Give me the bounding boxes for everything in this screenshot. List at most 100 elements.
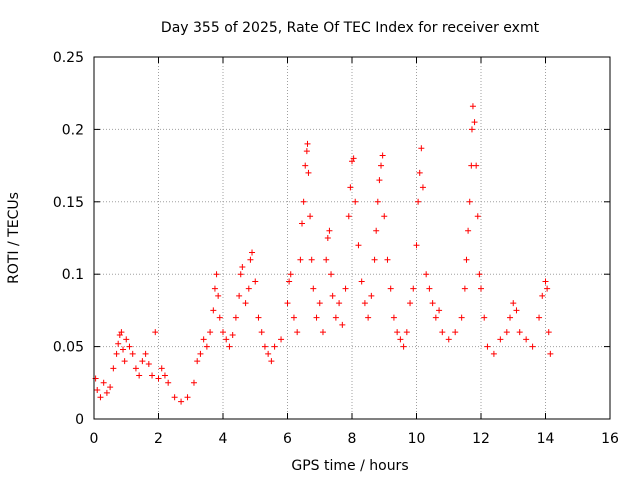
data-point [542,278,549,285]
data-point [484,343,491,350]
y-axis-label: ROTI / TECUs [6,192,22,284]
data-point [497,336,504,343]
data-point [332,314,339,321]
data-point [129,350,136,357]
data-point [305,169,312,176]
data-point [252,278,259,285]
y-tick-label: 0.1 [62,267,84,283]
data-point [139,358,146,365]
data-point [469,103,476,110]
data-point [161,372,168,379]
data-point [226,343,233,350]
data-point [121,358,128,365]
data-point [466,198,473,205]
data-point [378,162,385,169]
data-point [465,227,472,234]
data-point [136,372,143,379]
data-point [439,329,446,336]
data-point [547,350,554,357]
grid-lines [94,57,610,419]
data-point [413,242,420,249]
data-point [342,285,349,292]
data-point [381,213,388,220]
data-point [165,379,172,386]
data-point [379,152,386,159]
data-point [516,329,523,336]
x-tick-label: 2 [154,431,163,447]
data-point [300,198,307,205]
data-point [468,126,475,133]
data-point [236,292,243,299]
data-point [529,343,536,350]
data-point [97,394,104,401]
data-point [245,285,252,292]
data-point [390,314,397,321]
x-axis-label: GPS time / hours [291,458,408,474]
x-tick-label: 4 [219,431,228,447]
chart-title: Day 355 of 2025, Rate Of TEC Index for r… [161,20,540,36]
data-point [247,256,254,263]
x-tick-label: 6 [283,431,292,447]
data-point [410,285,417,292]
data-point [229,332,236,339]
data-point [423,271,430,278]
data-point [278,336,285,343]
data-point [458,314,465,321]
data-point [94,387,101,394]
data-point [461,285,468,292]
data-point [220,329,226,336]
data-point [299,220,306,227]
data-point [510,300,517,307]
data-point [290,314,297,321]
data-point [286,278,293,285]
data-point [432,314,439,321]
data-point [352,198,359,205]
y-tick-label: 0.05 [53,340,84,356]
data-point [474,213,481,220]
data-point [400,343,407,350]
data-point [452,329,459,336]
data-point [545,329,552,336]
data-point [397,336,404,343]
data-point [223,336,230,343]
data-point [481,314,488,321]
data-point [376,177,383,184]
data-point [249,249,256,256]
data-point [242,300,249,307]
data-point [387,285,394,292]
data-point [384,256,391,263]
data-point [239,263,246,270]
data-point [328,271,335,278]
data-point [284,300,291,307]
y-tick-label: 0 [75,412,84,428]
data-point [215,292,222,299]
data-point [316,300,323,307]
data-point [358,278,365,285]
data-point [471,119,478,126]
data-point [536,314,543,321]
data-point [287,271,294,278]
data-point [407,300,414,307]
data-point [142,350,149,357]
data-point [132,365,139,372]
x-tick-label: 10 [408,431,426,447]
data-point [307,213,314,220]
data-point [194,358,201,365]
data-point [416,169,423,176]
data-point [107,384,114,391]
data-point [418,145,425,152]
data-points [92,103,554,405]
data-point [271,343,278,350]
x-tick-label: 12 [472,431,490,447]
data-point [323,256,330,263]
data-point [155,375,162,382]
data-point [197,350,204,357]
data-point [145,360,152,367]
data-point [371,256,378,263]
y-tick-label: 0.2 [62,122,84,138]
data-point [207,329,214,336]
data-point [324,235,331,241]
data-point [329,292,336,299]
data-point [355,242,362,249]
